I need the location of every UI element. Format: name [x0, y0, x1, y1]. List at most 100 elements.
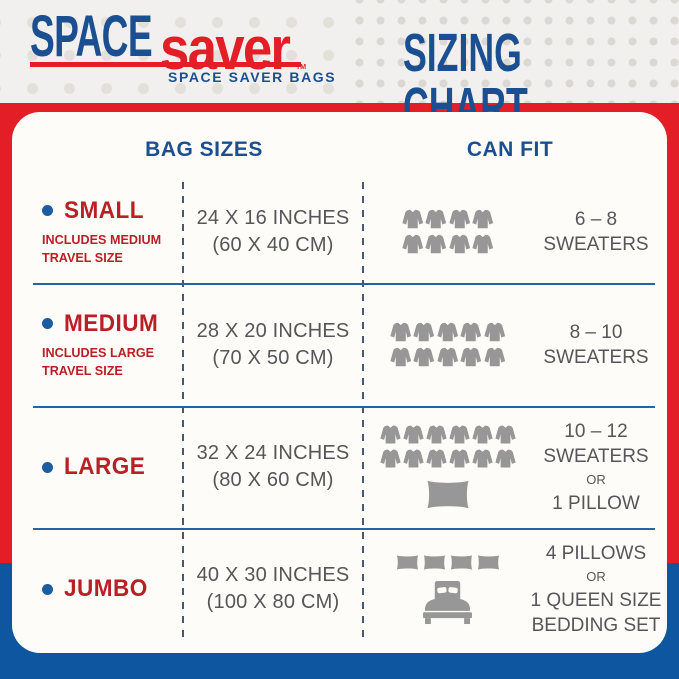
icons-cell: [363, 406, 532, 528]
dimension-inches: 24 X 16 INCHES: [196, 206, 350, 229]
size-name: JUMBO: [64, 575, 148, 602]
size-note-line2: TRAVEL SIZE: [42, 249, 123, 265]
dimensions-cell: 24 X 16 INCHES (60 X 40 CM): [183, 180, 363, 283]
size-note-line1: INCLUDES LARGE: [42, 344, 155, 360]
sweater-icon: [494, 423, 517, 446]
sweater-icon: [379, 447, 402, 470]
logo-trademark: TM: [296, 64, 307, 71]
dot-pattern-left: [0, 0, 345, 100]
fit-item: SWEATERS: [543, 233, 649, 255]
fit-alt-item-line2: BEDDING SET: [531, 614, 661, 636]
dimensions-cell: 40 X 30 INCHES (100 X 80 CM): [183, 528, 363, 650]
table-row-small: SMALL INCLUDES MEDIUM TRAVEL SIZE 24 X 1…: [12, 180, 660, 283]
dimension-cm: (100 X 80 CM): [206, 591, 340, 613]
sweater-icon: [448, 447, 471, 470]
sweater-icon: [424, 207, 448, 231]
fit-or-label: OR: [586, 471, 606, 487]
table-row-jumbo: JUMBO 40 X 30 INCHES (100 X 80 CM) 4 PIL…: [12, 528, 662, 650]
icons-cell: [363, 283, 532, 406]
sweater-icon: [379, 423, 402, 446]
dimension-cm: (70 X 50 CM): [212, 346, 334, 369]
sweater-icon: [389, 320, 413, 344]
sweater-icon: [402, 447, 425, 470]
sweater-icon: [471, 423, 494, 446]
sweater-icon: [401, 232, 425, 256]
sweater-icon: [448, 423, 471, 446]
row-divider-2: [33, 406, 655, 408]
sweater-icon: [483, 345, 507, 369]
dimension-inches: 40 X 30 INCHES: [196, 564, 350, 586]
size-cell: SMALL INCLUDES MEDIUM TRAVEL SIZE: [12, 180, 183, 283]
dimension-cm: (80 X 60 CM): [212, 469, 334, 491]
sweater-icon: [459, 320, 483, 344]
sweater-icon: [494, 447, 517, 470]
sweater-icon: [389, 345, 413, 369]
sweater-icon: [424, 232, 448, 256]
sizing-table-card: BAG SIZES CAN FIT SMALL INCLUDES MEDIUM …: [12, 112, 667, 653]
size-note-line2: TRAVEL SIZE: [42, 362, 123, 378]
sweater-icon: [425, 447, 448, 470]
fit-item: SWEATERS: [543, 445, 649, 467]
sweater-icon: [436, 345, 460, 369]
logo-saver-word: saver: [160, 15, 291, 82]
fit-alt-item-line1: 1 QUEEN SIZE: [530, 589, 662, 611]
column-header-bag-sizes: BAG SIZES: [145, 138, 263, 161]
dot-pattern-right: [345, 0, 679, 103]
pillow-icon: [395, 554, 420, 571]
logo-space-word: SPACE: [30, 4, 153, 69]
size-note-line1: INCLUDES MEDIUM: [42, 231, 162, 247]
sweater-icon-group: [400, 207, 495, 256]
bullet-icon: [42, 461, 53, 473]
dimension-inches: 28 X 20 INCHES: [196, 319, 350, 342]
icons-cell: [363, 180, 532, 283]
icons-cell: [363, 528, 532, 650]
sweater-icon: [412, 345, 436, 369]
fit-cell: 6 – 8 SWEATERS: [532, 180, 660, 283]
sweater-icon: [448, 232, 472, 256]
table-row-medium: MEDIUM INCLUDES LARGE TRAVEL SIZE 28 X 2…: [12, 283, 660, 406]
sweater-icon: [402, 423, 425, 446]
fit-item: SWEATERS: [543, 346, 649, 368]
dimension-inches: 32 X 24 INCHES: [196, 442, 350, 464]
dashed-separator-2: [362, 182, 364, 638]
sweater-icon: [471, 232, 495, 256]
row-divider-3: [33, 528, 655, 530]
fit-alt-item: 1 PILLOW: [552, 492, 640, 514]
pillow-icon: [449, 554, 474, 571]
bullet-icon: [42, 583, 53, 595]
size-name: MEDIUM: [64, 309, 159, 337]
sweater-icon: [483, 320, 507, 344]
size-name: LARGE: [64, 453, 146, 480]
sweater-icon: [436, 320, 460, 344]
sweater-icon-group: [389, 320, 507, 369]
column-header-can-fit: CAN FIT: [466, 138, 554, 161]
sweater-icon-group: [378, 423, 518, 470]
fit-cell: 4 PILLOWS OR 1 QUEEN SIZE BEDDING SET: [530, 528, 662, 650]
fit-count: 10 – 12: [564, 420, 628, 442]
sweater-icon: [448, 207, 472, 231]
pillow-icon-group: [395, 554, 501, 571]
fit-or-label: OR: [586, 568, 606, 584]
pillow-icon: [422, 554, 447, 571]
dimensions-cell: 32 X 24 INCHES (80 X 60 CM): [183, 406, 363, 528]
size-cell: MEDIUM INCLUDES LARGE TRAVEL SIZE: [12, 283, 183, 406]
dimensions-cell: 28 X 20 INCHES (70 X 50 CM): [183, 283, 363, 406]
sweater-icon: [471, 207, 495, 231]
fit-cell: 10 – 12 SWEATERS OR 1 PILLOW: [532, 406, 660, 528]
logo-subtitle: SPACE SAVER BAGS: [168, 69, 337, 85]
size-cell: JUMBO: [12, 528, 183, 650]
bullet-icon: [42, 318, 53, 329]
fit-cell: 8 – 10 SWEATERS: [532, 283, 660, 406]
sweater-icon: [425, 423, 448, 446]
sweater-icon: [471, 447, 494, 470]
pillow-icon: [476, 554, 501, 571]
table-row-large: LARGE 32 X 24 INCHES (80 X 60 CM) 10 – 1…: [12, 406, 660, 528]
sweater-icon: [401, 207, 425, 231]
bed-icon: [420, 580, 475, 625]
sweater-icon: [412, 320, 436, 344]
dashed-separator-1: [182, 182, 184, 638]
size-cell: LARGE: [12, 406, 183, 528]
fit-count: 4 PILLOWS: [545, 542, 647, 564]
row-divider-1: [33, 283, 655, 285]
